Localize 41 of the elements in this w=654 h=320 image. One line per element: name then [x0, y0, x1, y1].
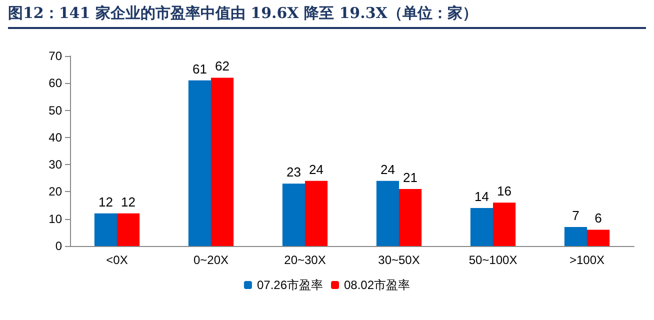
bar: [282, 184, 305, 246]
legend-label: 08.02市盈率: [344, 278, 410, 292]
x-tick-label: <0X: [106, 253, 128, 267]
data-label: 24: [380, 162, 395, 177]
data-label: 23: [286, 164, 301, 180]
data-label: 16: [497, 184, 512, 199]
bar: [188, 80, 211, 246]
data-label: 14: [474, 189, 489, 204]
bar: [564, 227, 587, 246]
x-tick-label: 50~100X: [468, 253, 518, 267]
bar: [587, 230, 610, 246]
data-label: 12: [121, 194, 136, 210]
y-tick-label: 30: [48, 158, 62, 172]
data-label: 62: [215, 58, 230, 74]
legend-label: 07.26市盈率: [256, 278, 323, 292]
y-tick-label: 0: [55, 239, 62, 253]
bar: [94, 213, 117, 246]
data-label: 61: [192, 61, 207, 76]
x-tick-label: 20~30X: [284, 253, 326, 267]
y-tick-label: 70: [48, 49, 62, 63]
bar: [376, 180, 399, 246]
y-tick-label: 60: [48, 76, 62, 90]
y-tick-label: 40: [48, 130, 62, 144]
bar: [305, 180, 328, 246]
chart-title: 图12：141 家企业的市盈率中值由 19.6X 降至 19.3X（单位：家）: [8, 4, 646, 29]
x-tick-label: 30~50X: [378, 253, 420, 267]
x-tick-label: 0~20X: [193, 253, 229, 267]
data-label: 21: [403, 170, 418, 185]
bar: [117, 213, 140, 246]
bar: [211, 78, 234, 246]
bar: [399, 189, 422, 246]
y-tick-label: 50: [48, 103, 62, 118]
data-label: 6: [594, 210, 602, 226]
bar: [470, 208, 493, 246]
data-label: 7: [572, 208, 580, 223]
x-tick-label: >100X: [569, 253, 605, 267]
data-label: 12: [98, 194, 113, 210]
y-tick-label: 20: [48, 184, 62, 199]
y-tick-label: 10: [48, 212, 62, 226]
bar: [493, 202, 516, 246]
data-label: 24: [309, 162, 324, 177]
